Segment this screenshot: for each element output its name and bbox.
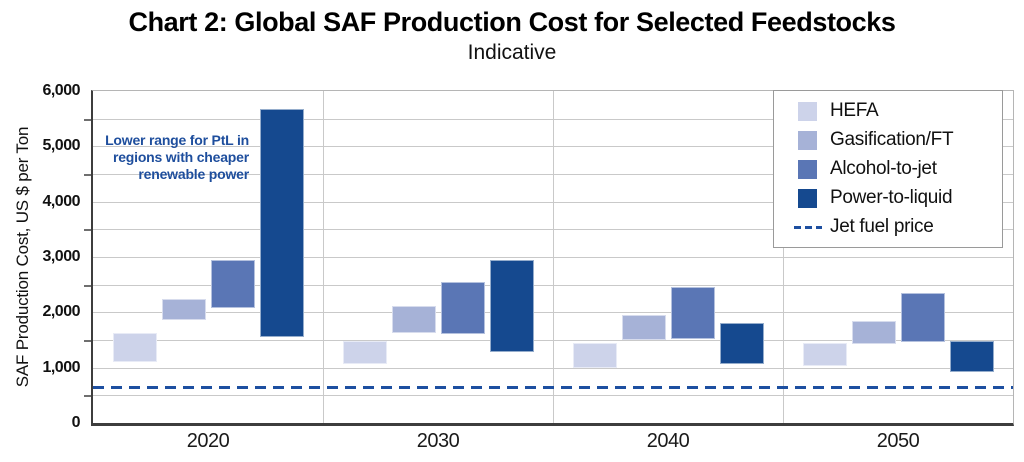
bar-gasification-ft-2040	[621, 315, 666, 340]
minor-tick-5500	[84, 118, 91, 121]
x-label-2020: 2020	[186, 430, 230, 452]
plot-area: Lower range for PtL in regions with chea…	[84, 90, 1014, 426]
bar-power-to-liquid-2030	[489, 259, 534, 352]
bar-gasification-ft-2050	[851, 321, 896, 345]
x-label-2040: 2040	[646, 430, 690, 452]
bar-hefa-2030	[342, 340, 387, 364]
bar-hefa-2040	[572, 342, 617, 368]
bar-alcohol-to-jet-2050	[900, 292, 945, 343]
x-label-2030: 2030	[416, 430, 460, 452]
x-label-2050: 2050	[876, 430, 920, 452]
bar-alcohol-to-jet-2040	[670, 287, 715, 340]
ptl-annotation: Lower range for PtL in regions with chea…	[105, 132, 249, 183]
x-axis-labels: 2020 2030 2040 2050	[93, 430, 1013, 456]
y-tick-label-2-000: 2,000	[42, 303, 80, 321]
minor-tick-1500	[84, 340, 91, 342]
bar-hefa-2020	[112, 332, 157, 363]
bar-alcohol-to-jet-2030	[440, 281, 485, 334]
minor-tick-4500	[84, 174, 91, 176]
legend-item-alcohol-to-jet: Alcohol-to-jet	[798, 158, 1002, 181]
minor-tick-3500	[84, 229, 91, 232]
legend-swatch-jet-fuel-price	[794, 225, 822, 229]
bar-hefa-2050	[802, 342, 847, 366]
legend-swatch-power-to-liquid	[798, 188, 817, 208]
legend-label-hefa: HEFA	[830, 100, 879, 121]
y-tick-label-4-000: 4,000	[42, 192, 80, 210]
legend-label-power-to-liquid: Power-to-liquid	[830, 187, 953, 208]
legend-swatch-alcohol-to-jet	[798, 159, 817, 179]
y-tick-label-3-000: 3,000	[42, 248, 80, 265]
minor-tick-500	[84, 395, 91, 398]
legend-item-jet-fuel-price: Jet fuel price	[794, 216, 1002, 239]
y-tick-label-0: 0	[71, 414, 81, 431]
bar-gasification-ft-2020	[161, 299, 206, 321]
chart-subtitle: Indicative	[467, 41, 557, 64]
chart-title: Chart 2: Global SAF Production Cost for …	[128, 7, 896, 37]
group-separator	[553, 91, 554, 423]
minor-tick-2500	[84, 284, 91, 287]
legend: HEFA Gasification/FT Alcohol-to-jet Power-t…	[773, 90, 1003, 248]
y-axis-tick-labels: 0 1,000 2,000 3,000 4,000 5,000 6,000	[0, 82, 84, 431]
legend-label-alcohol-to-jet: Alcohol-to-jet	[830, 158, 937, 179]
legend-label-jet-fuel-price: Jet fuel price	[830, 216, 934, 237]
bar-power-to-liquid-2020	[259, 108, 304, 338]
legend-swatch-hefa	[798, 101, 817, 121]
bar-power-to-liquid-2050	[949, 341, 994, 372]
legend-item-gasification-ft: Gasification/FT	[798, 129, 1002, 152]
legend-item-power-to-liquid: Power-to-liquid	[798, 187, 1002, 210]
legend-item-hefa: HEFA	[798, 100, 1002, 123]
group-separator	[783, 91, 784, 423]
bar-power-to-liquid-2040	[719, 322, 764, 365]
bar-gasification-ft-2030	[391, 306, 436, 333]
jet-fuel-price-line	[93, 386, 1013, 390]
y-tick-label-5-000: 5,000	[42, 137, 80, 155]
group-separator	[323, 91, 324, 423]
bar-alcohol-to-jet-2020	[210, 260, 255, 308]
legend-label-gasification-ft: Gasification/FT	[830, 129, 954, 150]
y-tick-label-6-000: 6,000	[42, 82, 80, 99]
y-tick-label-1-000: 1,000	[42, 358, 80, 376]
legend-swatch-gasification-ft	[798, 130, 817, 150]
